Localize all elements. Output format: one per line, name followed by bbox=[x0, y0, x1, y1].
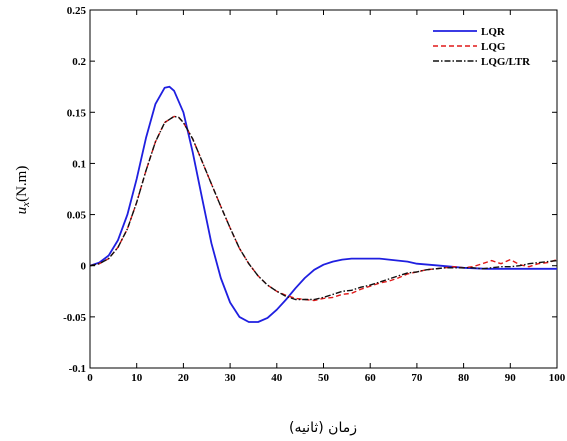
y-tick-label: 0.15 bbox=[67, 107, 87, 119]
x-tick-label: 50 bbox=[318, 372, 330, 384]
series-line-lqr bbox=[89, 85, 557, 323]
x-tick-label: 10 bbox=[131, 372, 143, 384]
y-axis-label-symbol: u bbox=[14, 207, 30, 215]
x-tick-label: 20 bbox=[178, 372, 190, 384]
y-tick-label: 0.1 bbox=[72, 158, 86, 170]
x-tick-label: 80 bbox=[458, 372, 470, 384]
series-layer bbox=[89, 85, 558, 323]
y-axis-label-subscript: x bbox=[20, 202, 32, 208]
series-line-lqg bbox=[89, 115, 558, 302]
x-tick-label: 0 bbox=[87, 372, 93, 384]
legend-label: LQR bbox=[481, 26, 506, 38]
legend-label: LQG/LTR bbox=[481, 56, 531, 68]
x-tick-label: 90 bbox=[505, 372, 517, 384]
y-tick-label: 0 bbox=[81, 261, 87, 273]
y-tick-label: 0.05 bbox=[67, 210, 87, 222]
tick-layer: 0 10 20 30 40 50 60 70 80 90 100 -0.1 -0.05 0 0.05 0.1 0… bbox=[63, 5, 566, 384]
x-tick-label: 40 bbox=[271, 372, 283, 384]
y-axis-label-unit: (N.m) bbox=[14, 166, 30, 202]
y-tick-label: 0.25 bbox=[67, 5, 87, 17]
x-tick-label: 30 bbox=[225, 372, 237, 384]
legend: LQR LQG LQG/LTR bbox=[433, 26, 531, 68]
x-axis-label: زمان (ثانیه) bbox=[289, 420, 357, 436]
series-line-lqg-ltr bbox=[89, 115, 558, 301]
y-axis-label: ux(N.m) bbox=[14, 166, 32, 215]
y-tick-label: -0.05 bbox=[63, 312, 86, 324]
x-tick-label: 60 bbox=[365, 372, 377, 384]
plot-frame bbox=[89, 9, 558, 369]
y-tick-label: -0.1 bbox=[69, 363, 86, 375]
x-tick-label: 100 bbox=[549, 372, 566, 384]
x-tick-label: 70 bbox=[411, 372, 423, 384]
y-tick-label: 0.2 bbox=[72, 56, 86, 68]
legend-label: LQG bbox=[481, 41, 506, 53]
